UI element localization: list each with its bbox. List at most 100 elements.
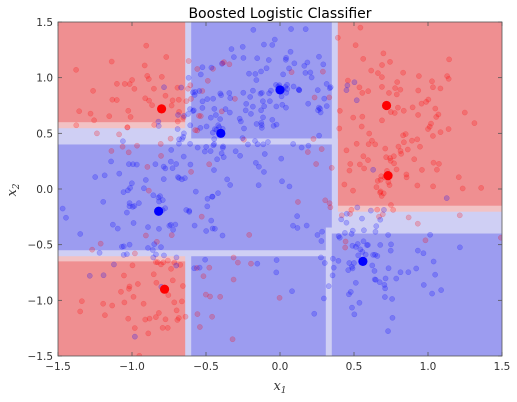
sample-point: [145, 245, 151, 251]
sample-point: [127, 114, 134, 120]
sample-point: [180, 153, 187, 160]
sample-point: [164, 324, 171, 331]
sample-point: [179, 298, 185, 305]
sample-point: [355, 252, 362, 259]
sample-point: [156, 225, 162, 232]
sample-point: [219, 232, 226, 239]
sample-point: [185, 58, 192, 64]
sample-point: [351, 260, 357, 266]
sample-point: [389, 314, 396, 321]
sample-point: [353, 97, 360, 104]
sample-point: [202, 291, 209, 298]
sample-point: [296, 87, 303, 93]
sample-point: [120, 138, 126, 145]
sample-point: [241, 125, 247, 132]
sample-point: [125, 107, 132, 114]
sample-point: [191, 222, 198, 229]
sample-point: [142, 177, 149, 183]
sample-point: [273, 103, 280, 110]
sample-point: [356, 299, 363, 306]
sample-point: [187, 140, 193, 147]
sample-point: [119, 143, 126, 150]
sample-point: [316, 53, 322, 60]
sample-point: [428, 120, 434, 127]
sample-point: [181, 113, 187, 119]
sample-point: [360, 55, 367, 62]
sample-point: [376, 279, 383, 286]
sample-point: [131, 325, 138, 331]
sample-point: [263, 65, 270, 72]
sample-point: [173, 307, 180, 314]
sample-point: [273, 82, 279, 88]
sample-point: [313, 161, 319, 167]
sample-point: [414, 182, 421, 189]
sample-point: [335, 233, 342, 239]
sample-point: [393, 91, 400, 98]
sample-point: [360, 153, 367, 160]
sample-point: [404, 146, 411, 153]
sample-point: [257, 90, 264, 97]
sample-point: [211, 167, 217, 173]
sample-point: [201, 148, 208, 155]
sample-point: [405, 269, 412, 276]
sample-point: [130, 161, 136, 168]
sample-point: [114, 80, 120, 87]
sample-point: [158, 73, 165, 80]
sample-point: [320, 68, 326, 75]
sample-point: [365, 88, 372, 95]
sample-point: [349, 304, 355, 311]
sample-point: [280, 71, 286, 78]
sample-point: [379, 117, 385, 124]
sample-point: [149, 247, 156, 253]
sample-point: [255, 182, 262, 189]
sample-point: [276, 294, 283, 301]
sample-point: [387, 109, 394, 115]
sample-point: [153, 251, 159, 258]
sample-point: [86, 272, 93, 279]
sample-point: [188, 96, 194, 102]
sample-point: [173, 254, 180, 261]
center-points: [154, 85, 393, 294]
sample-point: [379, 62, 385, 68]
sample-point: [425, 126, 431, 132]
sample-point: [250, 26, 257, 33]
sample-point: [226, 61, 233, 68]
sample-point: [204, 203, 211, 210]
sample-point: [429, 290, 435, 297]
sample-point: [176, 175, 182, 181]
sample-point: [124, 124, 131, 131]
x-axis: −1.5 −1.0 −0.5 0.0 0.5 1.0 1.5: [45, 22, 510, 373]
sample-point: [227, 182, 234, 188]
sample-point: [397, 86, 404, 93]
sample-point: [102, 312, 108, 319]
y-tick-label: 0.5: [36, 128, 53, 140]
sample-point: [268, 87, 274, 94]
sample-point: [194, 144, 201, 151]
sample-point: [118, 288, 124, 295]
sample-point: [284, 81, 290, 88]
sample-point: [357, 24, 364, 31]
sample-point: [162, 205, 169, 212]
sample-point: [151, 241, 158, 248]
sample-point: [119, 243, 125, 250]
sample-point: [322, 197, 329, 204]
sample-point: [273, 257, 280, 263]
sample-point: [422, 237, 429, 244]
sample-point: [365, 242, 371, 248]
sample-point: [290, 141, 296, 147]
sample-point: [152, 161, 159, 168]
sample-point: [91, 117, 97, 124]
sample-point: [160, 163, 167, 170]
sample-point: [167, 135, 174, 142]
sample-point: [217, 293, 224, 300]
sample-point: [162, 165, 169, 172]
sample-point: [191, 92, 198, 98]
x-tick-label: −1.5: [45, 361, 71, 373]
sample-point: [63, 214, 69, 221]
sample-point: [377, 242, 384, 248]
sample-point: [252, 138, 258, 144]
sample-point: [168, 147, 175, 153]
sample-point: [419, 167, 425, 173]
sample-point: [310, 136, 317, 142]
